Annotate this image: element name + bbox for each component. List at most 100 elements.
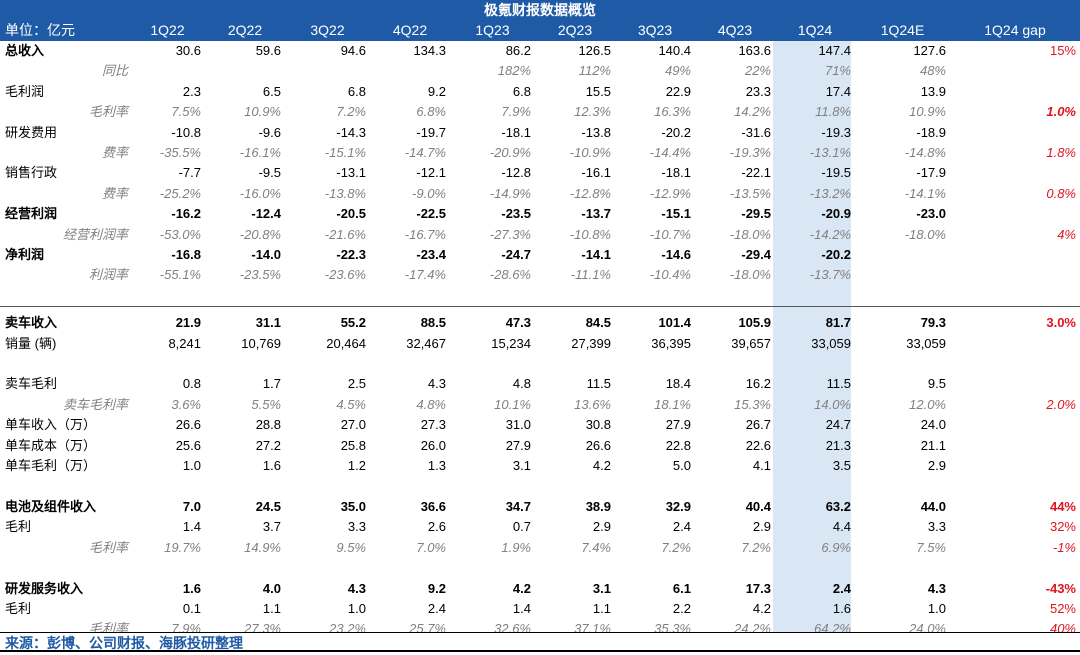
value-cell: -24.7 <box>501 247 531 263</box>
value-cell: 13.6% <box>574 396 611 412</box>
column-header: 1Q24E <box>855 20 950 41</box>
value-cell: 32,467 <box>406 335 446 351</box>
table-row: 卖车毛利率 3.6% 5.5% 4.5% 4.8% 10.1% 13.6% 18.1% 15.3… <box>0 395 1080 415</box>
value-cell: -12.1 <box>416 165 446 181</box>
value-cell <box>370 61 450 81</box>
section-divider <box>0 306 1080 314</box>
value-cell: 13.9 <box>920 83 946 99</box>
value-cell: -28.6% <box>489 267 531 283</box>
value-cell: 1.0 <box>347 600 366 616</box>
value-cell: 30.8 <box>585 417 611 433</box>
value-cell: -12.8 <box>501 165 531 181</box>
value-cell: 9.2 <box>427 83 446 99</box>
gap-cell: 32% <box>1049 519 1076 535</box>
gap-cell: -1% <box>1052 539 1076 555</box>
value-cell: 10.9% <box>909 104 946 120</box>
value-cell: -20.9 <box>821 206 851 222</box>
value-cell: 94.6 <box>340 43 366 58</box>
value-cell: 1.0 <box>927 600 946 616</box>
value-cell: 22.8 <box>665 437 691 453</box>
table-row: 卖车收入 21.9 31.1 55.2 88.5 47.3 84.5 101.4 105.9 81… <box>0 313 1080 333</box>
value-cell: -13.1% <box>809 145 851 161</box>
gap-cell <box>950 204 1080 224</box>
value-cell: 1.2 <box>347 458 366 474</box>
value-cell: 71% <box>824 63 851 79</box>
value-cell: -10.7% <box>649 226 691 242</box>
table-row: 毛利 1.4 3.7 3.3 2.6 0.7 2.9 2.4 2.9 4.4 3.3 32% <box>0 517 1080 537</box>
value-cell: -10.4% <box>649 267 691 283</box>
value-cell: -14.3 <box>336 124 366 140</box>
value-cell: 59.6 <box>255 43 281 58</box>
value-cell: 32.9 <box>665 498 691 514</box>
value-cell: 21.3 <box>825 437 851 453</box>
value-cell: -29.5 <box>741 206 771 222</box>
value-cell: 27.9 <box>665 417 691 433</box>
gap-cell <box>950 265 1080 285</box>
value-cell: 163.6 <box>738 43 771 58</box>
value-cell: -20.9% <box>489 145 531 161</box>
value-cell: -18.0% <box>729 267 771 283</box>
value-cell: 15,234 <box>491 335 531 351</box>
value-cell: 17.3 <box>745 580 771 596</box>
value-cell: 140.4 <box>658 43 691 58</box>
value-cell: 10.1% <box>494 396 531 412</box>
value-cell: 27.2 <box>255 437 281 453</box>
spacer-cell <box>0 354 1080 374</box>
value-cell: 48% <box>919 63 946 79</box>
gap-cell: 1.8% <box>1046 145 1076 161</box>
row-label: 电池及组件收入 <box>5 498 97 514</box>
value-cell: -13.1 <box>336 165 366 181</box>
value-cell <box>855 265 950 285</box>
value-cell: 36,395 <box>651 335 691 351</box>
value-cell: -12.4 <box>251 206 281 222</box>
value-cell: 134.3 <box>413 43 446 58</box>
value-cell: -25.2% <box>159 185 201 201</box>
value-cell: 4.0 <box>262 580 281 596</box>
financial-table: 单位：亿元 1Q22 2Q22 3Q22 4Q22 1Q23 2Q23 3Q23… <box>0 20 1080 640</box>
row-label: 毛利 <box>5 519 32 535</box>
value-cell: 24.7 <box>825 417 851 433</box>
spacer-row <box>0 477 1080 497</box>
gap-cell <box>950 456 1080 476</box>
value-cell: -14.1 <box>581 247 611 263</box>
value-cell: 14.2% <box>734 104 771 120</box>
value-cell: 7.4% <box>581 539 611 555</box>
value-cell: -13.7 <box>581 206 611 222</box>
table-row: 单车成本（万） 25.6 27.2 25.8 26.0 27.9 26.6 22.8 22.6 2… <box>0 436 1080 456</box>
value-cell: 27.9 <box>505 437 531 453</box>
value-cell: 7.0% <box>416 539 446 555</box>
value-cell: 9.5 <box>927 376 946 392</box>
table-row: 费率 -25.2% -16.0% -13.8% -9.0% -14.9% -12.8% -12… <box>0 184 1080 204</box>
value-cell: 81.7 <box>825 315 851 331</box>
value-cell: 63.2 <box>825 498 851 514</box>
value-cell <box>205 61 285 81</box>
value-cell: 25.6 <box>175 437 201 453</box>
value-cell: -12.8% <box>569 185 611 201</box>
value-cell: -13.7% <box>809 267 851 283</box>
value-cell: 4.3 <box>347 580 366 596</box>
value-cell: -21.6% <box>324 226 366 242</box>
column-header: 2Q23 <box>535 20 615 41</box>
value-cell: -9.6 <box>258 124 281 140</box>
gap-cell: 4% <box>1057 226 1076 242</box>
value-cell <box>855 245 950 265</box>
gap-cell: 3.0% <box>1046 315 1076 331</box>
row-label: 单车成本（万） <box>5 437 97 453</box>
value-cell: 55.2 <box>340 315 366 331</box>
gap-cell: 15% <box>1049 43 1076 58</box>
value-cell: 1.1 <box>262 600 281 616</box>
value-cell: -23.0 <box>916 206 946 222</box>
value-cell: 14.9% <box>244 539 281 555</box>
value-cell: 22% <box>744 63 771 79</box>
value-cell: 6.8 <box>512 83 531 99</box>
value-cell: 2.9 <box>752 519 771 535</box>
value-cell: 49% <box>664 63 691 79</box>
row-label: 净利润 <box>5 247 45 263</box>
value-cell: 2.4 <box>672 519 691 535</box>
row-label: 费率 <box>101 185 128 201</box>
column-header: 1Q24 gap <box>950 20 1080 41</box>
value-cell: 7.2% <box>741 539 771 555</box>
value-cell <box>130 61 205 81</box>
gap-cell <box>950 436 1080 456</box>
value-cell: 12.0% <box>909 396 946 412</box>
